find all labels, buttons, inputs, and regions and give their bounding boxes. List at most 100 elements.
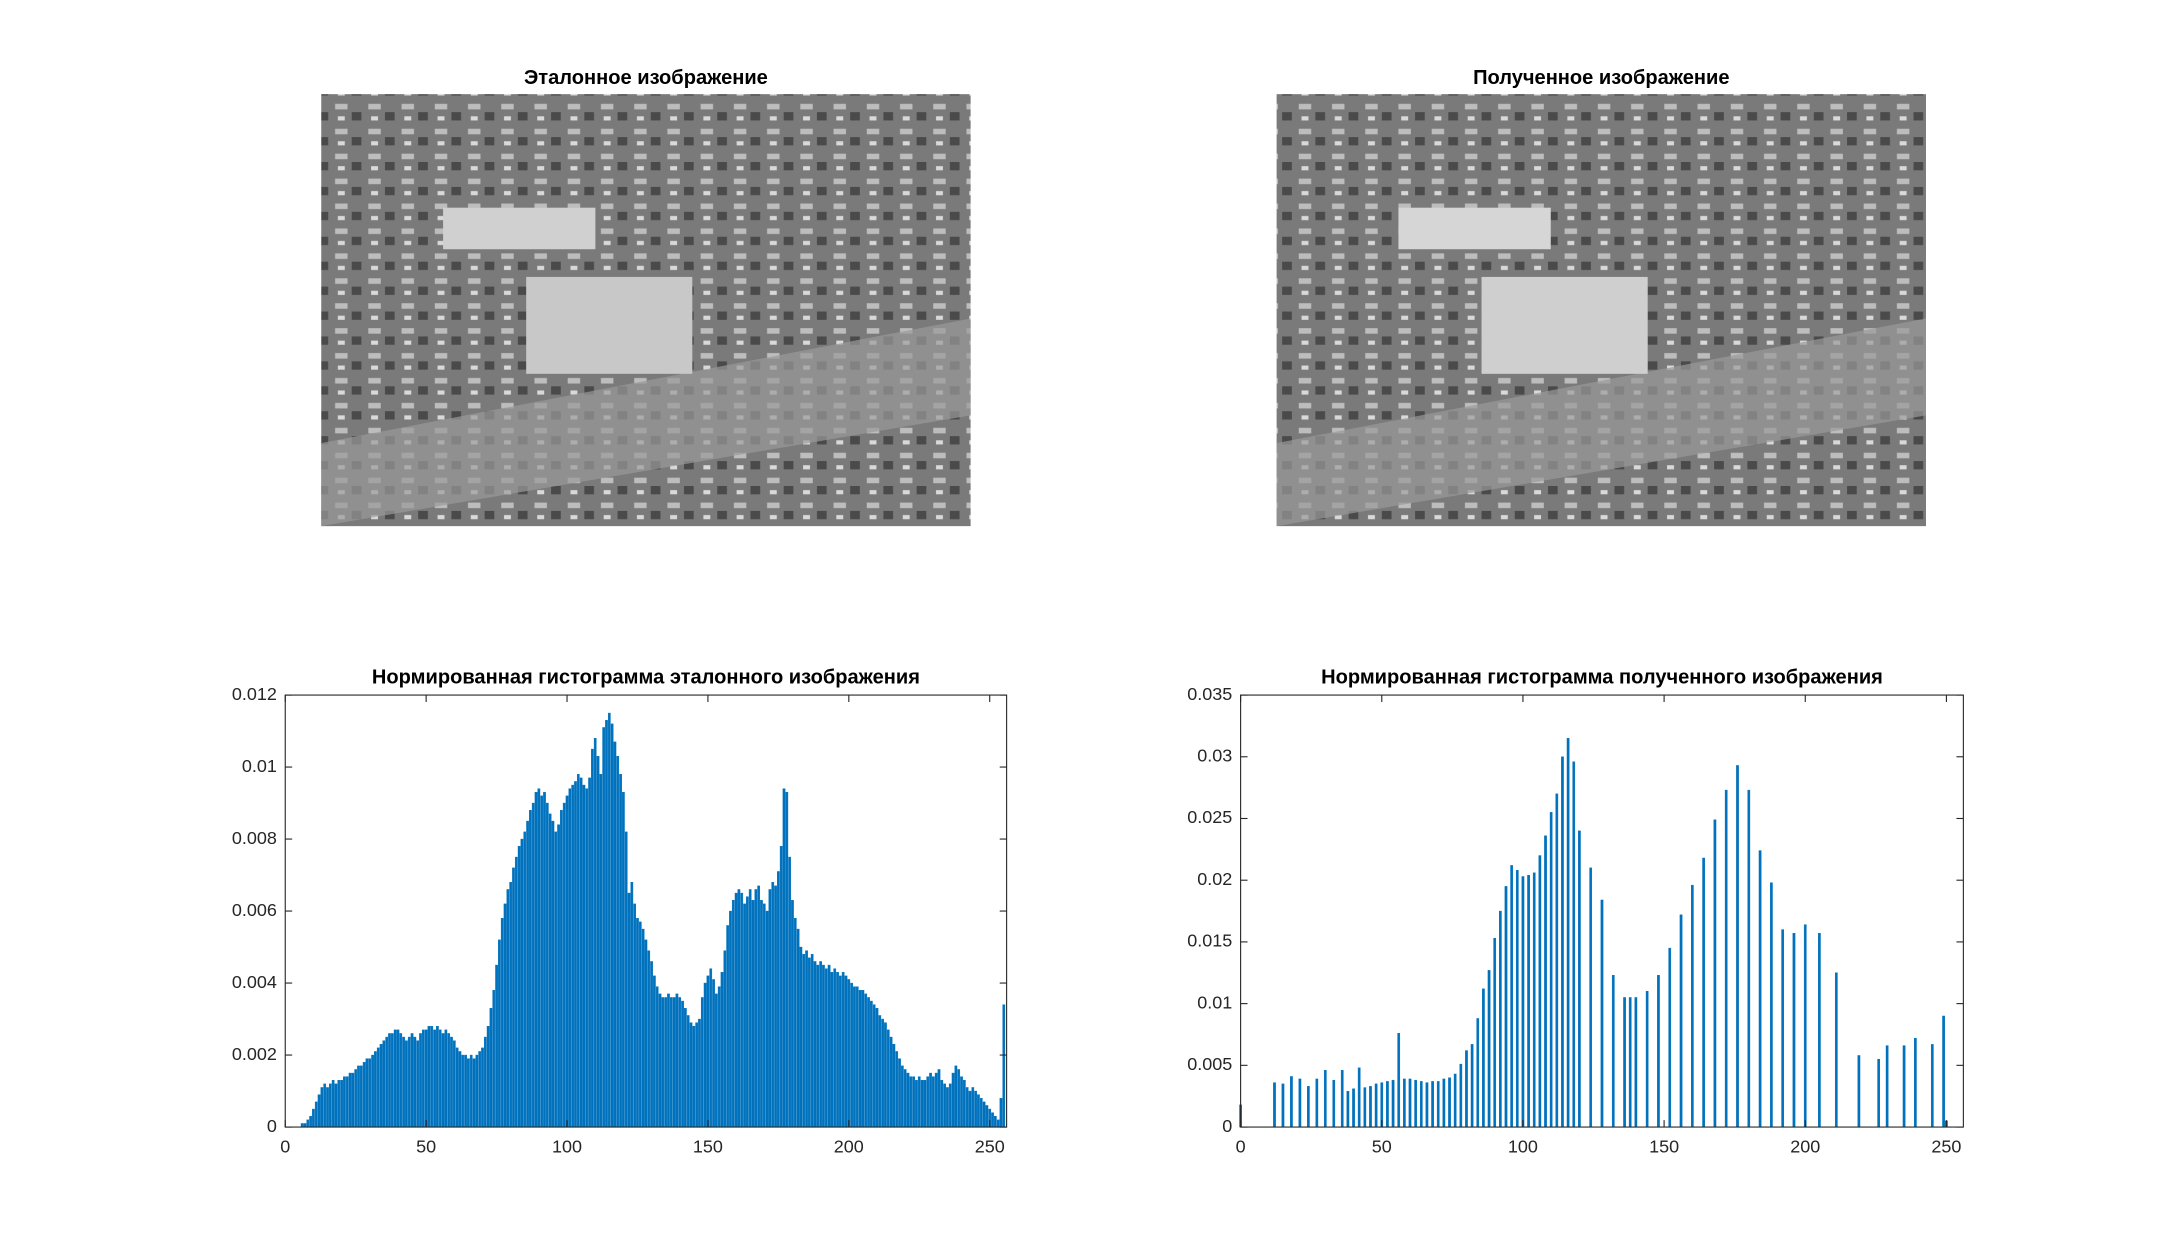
bar	[1493, 938, 1497, 1128]
bar	[799, 946, 803, 1128]
bar	[822, 964, 825, 1128]
bar	[1465, 1050, 1468, 1128]
bar	[974, 1090, 977, 1128]
bar	[1578, 830, 1581, 1128]
bar	[1803, 924, 1807, 1128]
bar	[1307, 1086, 1310, 1128]
bar	[968, 1090, 972, 1128]
bar	[762, 903, 766, 1128]
image-detail	[1276, 318, 1926, 527]
bar	[540, 795, 544, 1128]
bar	[1346, 1091, 1350, 1128]
bar	[458, 1051, 462, 1128]
y-tick-label: 0.004	[232, 972, 277, 992]
bar	[712, 979, 715, 1128]
bar	[1657, 975, 1660, 1128]
x-tick-label: 150	[693, 1137, 723, 1157]
y-tick-label: 0.002	[232, 1044, 277, 1064]
bar	[960, 1076, 963, 1128]
bar	[1403, 1078, 1406, 1128]
bar	[596, 756, 600, 1128]
bar	[447, 1033, 451, 1128]
bar	[571, 784, 575, 1128]
bar	[368, 1058, 372, 1128]
bar	[481, 1047, 484, 1128]
bar	[1470, 1044, 1474, 1128]
bar	[312, 1108, 315, 1128]
bar	[534, 792, 538, 1128]
x-tick-label: 150	[1649, 1137, 1679, 1157]
bar	[1758, 850, 1762, 1128]
bar	[917, 1076, 921, 1128]
bar	[777, 871, 780, 1128]
bar	[740, 892, 744, 1128]
bar	[686, 1015, 690, 1128]
bar	[565, 795, 569, 1128]
bar	[698, 1018, 701, 1128]
x-tick-label: 250	[975, 1137, 1005, 1157]
bar	[1391, 1079, 1395, 1128]
bar	[503, 903, 507, 1128]
bar	[667, 993, 670, 1128]
bar	[1298, 1078, 1302, 1128]
bar	[334, 1083, 338, 1128]
image-detail	[1398, 207, 1551, 250]
bar	[782, 788, 786, 1128]
bar	[664, 997, 667, 1128]
bar	[469, 1054, 473, 1128]
bar	[813, 961, 817, 1128]
bar	[700, 997, 704, 1128]
bar	[658, 993, 662, 1128]
bar	[1623, 997, 1626, 1128]
bar	[517, 846, 521, 1128]
bar	[529, 810, 532, 1128]
bar	[562, 802, 566, 1128]
bar	[376, 1047, 380, 1128]
bar	[416, 1040, 420, 1128]
bar	[602, 727, 606, 1128]
x-tick-label: 50	[416, 1137, 436, 1157]
bar	[895, 1051, 899, 1128]
bar	[306, 1119, 310, 1128]
bar	[886, 1029, 890, 1128]
bar	[695, 1022, 698, 1128]
bar	[1885, 1045, 1889, 1128]
bar	[779, 846, 783, 1128]
bar	[1555, 793, 1559, 1128]
bar	[498, 939, 501, 1128]
x-tick-label: 100	[552, 1137, 582, 1157]
axes-frame	[1240, 694, 1964, 1128]
bar	[1645, 991, 1649, 1128]
bar	[991, 1112, 994, 1128]
bar	[808, 957, 811, 1128]
bar	[926, 1076, 930, 1128]
image-panel: Эталонное изображение	[321, 67, 971, 527]
bar	[706, 975, 710, 1128]
bar	[881, 1018, 884, 1128]
bar	[554, 831, 558, 1128]
bar	[433, 1029, 436, 1128]
bar	[793, 918, 797, 1128]
bar	[605, 720, 608, 1128]
bar	[644, 939, 648, 1128]
bar	[326, 1087, 329, 1128]
bar	[1544, 835, 1547, 1128]
y-tick-label: 0.02	[1197, 869, 1232, 889]
bar	[421, 1029, 425, 1128]
bar	[359, 1065, 363, 1128]
bar	[765, 910, 769, 1128]
bar	[309, 1116, 312, 1128]
bar	[478, 1051, 482, 1128]
bar	[523, 831, 527, 1128]
bar	[619, 774, 622, 1128]
bar	[1549, 812, 1553, 1128]
bar	[892, 1044, 896, 1128]
bar	[407, 1036, 411, 1128]
x-tick-label: 0	[280, 1137, 290, 1157]
bar	[731, 900, 735, 1128]
bar	[898, 1058, 901, 1128]
bar	[788, 856, 791, 1128]
bar	[1834, 972, 1838, 1128]
bar	[354, 1069, 358, 1128]
bar	[557, 824, 560, 1128]
